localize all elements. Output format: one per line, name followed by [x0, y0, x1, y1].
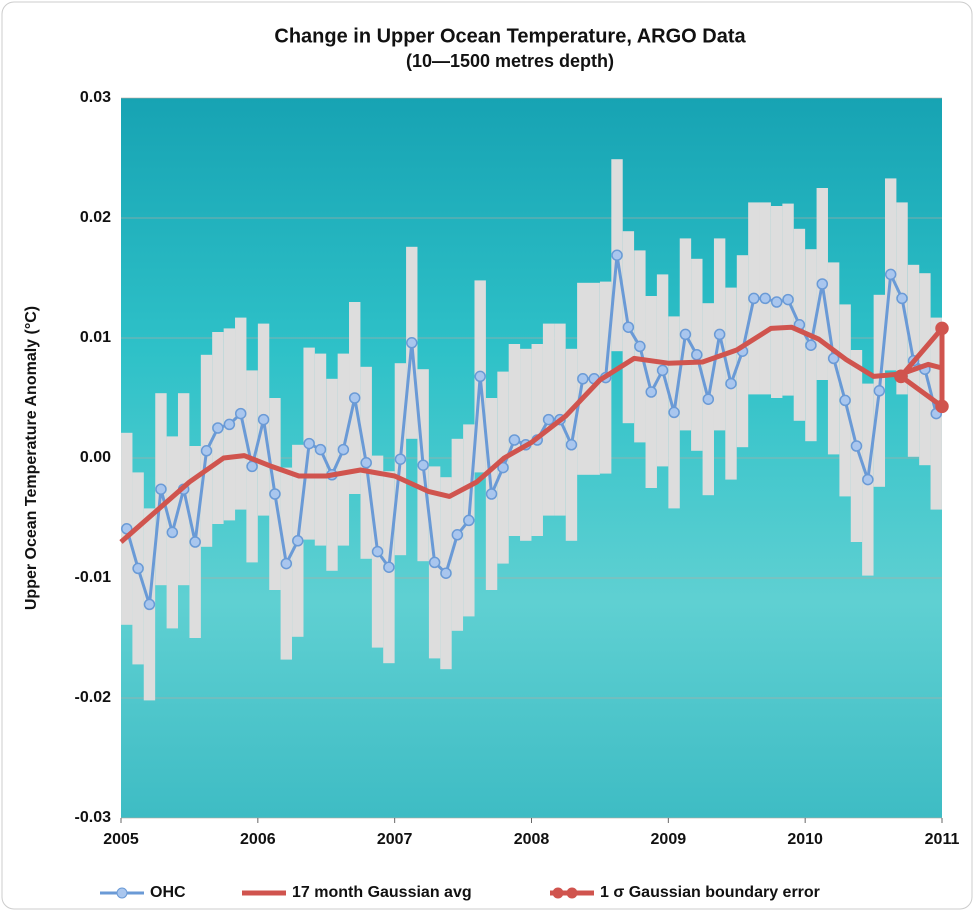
y-tick-label: 0.03 — [80, 89, 111, 106]
point — [611, 249, 623, 261]
legend-marker — [116, 887, 128, 899]
point — [383, 561, 395, 573]
point — [935, 321, 949, 336]
point — [292, 535, 304, 547]
y-axis-label: Upper Ocean Temperature Anomaly (°C) — [23, 306, 40, 610]
legend-label: 17 month Gaussian avg — [292, 884, 472, 901]
point — [839, 394, 851, 407]
point — [189, 536, 201, 548]
point — [873, 385, 886, 397]
point — [850, 440, 863, 452]
point — [212, 422, 224, 434]
point — [497, 461, 509, 474]
y-tick-label: -0.03 — [75, 809, 112, 826]
y-tick-label: 0.02 — [80, 209, 111, 226]
point — [713, 328, 726, 341]
point — [748, 292, 760, 305]
point — [816, 278, 829, 290]
point — [896, 292, 908, 305]
point — [542, 413, 555, 426]
point — [269, 488, 281, 500]
point — [782, 293, 794, 306]
point — [725, 377, 737, 390]
chart-subtitle: (10—1500 metres depth) — [406, 51, 614, 71]
point — [679, 328, 692, 341]
point — [132, 562, 144, 575]
x-tick-label: 2010 — [787, 831, 823, 848]
legend-marker — [552, 887, 564, 899]
y-tick-label: -0.02 — [75, 689, 112, 706]
y-tick-label: -0.01 — [75, 569, 112, 586]
point — [770, 296, 783, 308]
legend-label: 1 σ Gaussian boundary error — [600, 884, 820, 901]
point — [303, 437, 315, 450]
x-tick-label: 2005 — [103, 831, 139, 848]
series-line — [119, 324, 943, 544]
point — [417, 459, 429, 471]
point — [143, 598, 156, 611]
point — [935, 399, 949, 414]
legend-label: OHC — [150, 884, 186, 901]
point — [645, 386, 657, 398]
point — [337, 443, 350, 456]
point — [474, 370, 486, 383]
point — [257, 413, 270, 426]
point — [485, 488, 498, 500]
y-tick-label: 0.00 — [80, 449, 111, 466]
point — [463, 514, 475, 527]
point — [565, 439, 578, 451]
point — [805, 339, 817, 351]
point — [668, 406, 680, 419]
x-tick-label: 2007 — [377, 831, 413, 848]
point — [234, 407, 247, 420]
legend-marker — [566, 887, 578, 899]
point — [155, 483, 167, 495]
point — [360, 457, 372, 469]
point — [428, 556, 441, 569]
point — [577, 373, 589, 385]
x-tick-label: 2009 — [651, 831, 687, 848]
point — [371, 545, 384, 558]
x-tick-label: 2008 — [514, 831, 550, 848]
x-tick-label: 2011 — [925, 831, 960, 848]
point — [166, 526, 179, 539]
point — [348, 392, 361, 404]
point — [759, 292, 771, 305]
point — [280, 557, 293, 570]
point — [246, 460, 258, 473]
point — [406, 337, 418, 349]
y-tick-label: 0.01 — [80, 329, 111, 346]
point — [884, 268, 897, 281]
x-tick-label: 2006 — [240, 831, 276, 848]
chart-title: Change in Upper Ocean Temperature, ARGO … — [274, 25, 746, 47]
point — [394, 453, 407, 465]
point — [440, 567, 452, 579]
point — [827, 352, 840, 365]
point — [622, 321, 635, 333]
point — [451, 529, 464, 541]
point — [656, 364, 669, 377]
point — [508, 434, 521, 446]
point — [862, 473, 874, 486]
point — [314, 443, 327, 456]
point — [702, 393, 715, 405]
series-line — [899, 325, 945, 409]
point — [634, 340, 646, 353]
point — [691, 349, 703, 361]
point — [200, 445, 213, 457]
point — [223, 418, 236, 431]
point — [894, 369, 908, 384]
